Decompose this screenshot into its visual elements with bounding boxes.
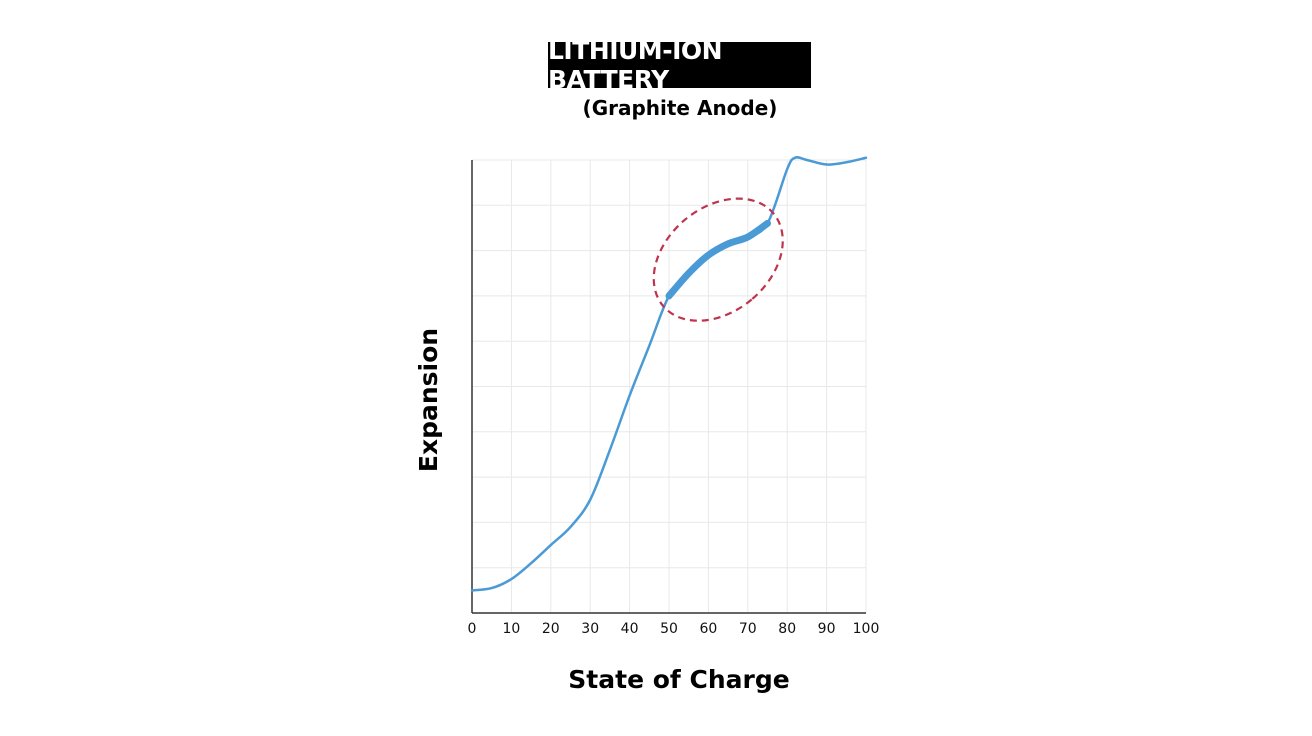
- chart-axes: [471, 160, 866, 614]
- x-tick-label: 20: [542, 621, 560, 637]
- chart-subtitle: (Graphite Anode): [582, 96, 778, 120]
- highlight-ellipse: [652, 197, 784, 322]
- y-axis-title: Expansion: [414, 328, 443, 472]
- x-tick-label: 100: [853, 621, 880, 637]
- chart-grid: [472, 159, 867, 613]
- x-axis-title: State of Charge: [568, 665, 789, 694]
- x-tick-label: 90: [818, 621, 836, 637]
- x-tick-label: 80: [778, 621, 796, 637]
- x-tick-label: 70: [739, 621, 757, 637]
- x-tick-label: 10: [502, 621, 520, 637]
- x-tick-label: 0: [468, 621, 477, 637]
- x-tick-label: 30: [581, 621, 599, 637]
- x-tick-label: 40: [621, 621, 639, 637]
- highlight-group: [652, 197, 784, 322]
- x-tick-labels: 0 10 20 30 40 50 60 70 80 90 100: [468, 621, 880, 637]
- highlighted-segment: [665, 219, 771, 300]
- x-tick-label: 60: [699, 621, 717, 637]
- x-tick-label: 50: [660, 621, 678, 637]
